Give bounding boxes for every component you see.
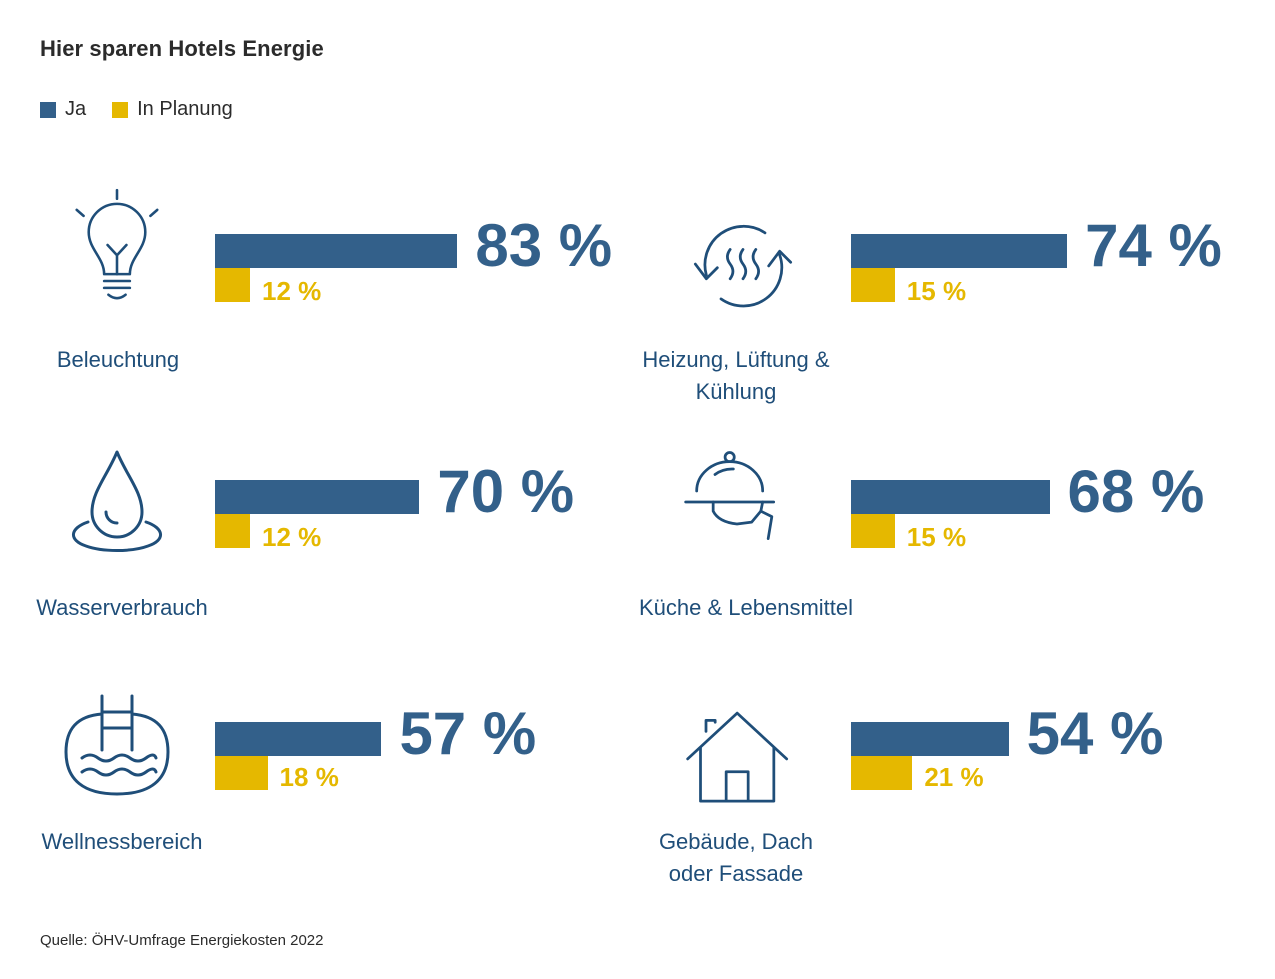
lightbulb-icon [75, 188, 159, 300]
legend-item-ja: Ja [40, 98, 86, 121]
legend-label-in-planung: In Planung [137, 98, 233, 120]
bar-ja-wasserverbrauch [215, 480, 420, 514]
bar-plan-gebaeude [851, 756, 913, 790]
bar-ja-wellnessbereich [215, 722, 382, 756]
house-icon [686, 711, 789, 803]
value-ja-wasserverbrauch: 70 % [437, 458, 575, 525]
legend-swatch-in-planung [112, 101, 129, 118]
legend-swatch-ja [40, 101, 56, 118]
chart-title: Hier sparen Hotels Energie [40, 36, 324, 61]
category-label-gebaeude: Gebäude, Dach oder Fassade [658, 829, 814, 886]
bar-plan-wellnessbereich [215, 756, 268, 790]
bar-ja-gebaeude [851, 722, 1009, 756]
water-drop-icon [72, 450, 162, 552]
category-label-kueche: Küche & Lebensmittel [638, 595, 854, 620]
panel-kueche: 68 % 15 % Küche & Lebensmittel [636, 426, 1236, 656]
value-plan-beleuchtung: 12 % [262, 276, 322, 306]
panel-wellnessbereich: 57 % 18 % Wellnessbereich [0, 684, 600, 914]
bar-plan-beleuchtung [215, 268, 251, 302]
value-plan-heizung: 15 % [906, 276, 967, 306]
category-label-wasserverbrauch: Wasserverbrauch [36, 595, 208, 620]
bar-ja-kueche [851, 480, 1050, 514]
value-plan-gebaeude: 21 % [924, 762, 984, 792]
panel-heizung: 74 % 15 % Heizung, Lüftung & Kühlung [636, 180, 1236, 410]
value-ja-beleuchtung: 83 % [475, 212, 613, 279]
legend-item-in-planung: In Planung [112, 98, 233, 121]
legend-label-ja: Ja [65, 98, 87, 120]
value-ja-heizung: 74 % [1085, 212, 1222, 279]
serving-cloche-icon [684, 451, 776, 541]
bar-plan-heizung [851, 268, 895, 302]
category-label-beleuchtung: Beleuchtung [56, 347, 180, 372]
source-note: Quelle: ÖHV-Umfrage Energiekosten 2022 [40, 932, 324, 949]
value-ja-wellnessbereich: 57 % [399, 700, 537, 767]
category-label-heizung: Heizung, Lüftung & Kühlung [642, 347, 830, 404]
bar-ja-heizung [851, 234, 1068, 268]
category-label-wellnessbereich: Wellnessbereich [41, 829, 203, 854]
bar-plan-kueche [851, 514, 895, 548]
value-ja-kueche: 68 % [1067, 458, 1205, 525]
panel-gebaeude: 54 % 21 % Gebäude, Dach oder Fassade [636, 684, 1236, 914]
panel-wasserverbrauch: 70 % 12 % Wasserverbrauch [0, 426, 600, 656]
legend: Ja In Planung [40, 98, 259, 121]
bar-plan-wasserverbrauch [215, 514, 251, 548]
value-ja-gebaeude: 54 % [1026, 700, 1164, 767]
bar-ja-beleuchtung [215, 234, 458, 268]
pool-icon [64, 694, 170, 796]
value-plan-wasserverbrauch: 12 % [262, 522, 322, 552]
heating-cycle-icon [693, 224, 793, 308]
value-plan-wellnessbereich: 18 % [279, 762, 339, 792]
panel-beleuchtung: 83 % 12 % Beleuchtung [0, 180, 612, 410]
value-plan-kueche: 15 % [906, 522, 967, 552]
